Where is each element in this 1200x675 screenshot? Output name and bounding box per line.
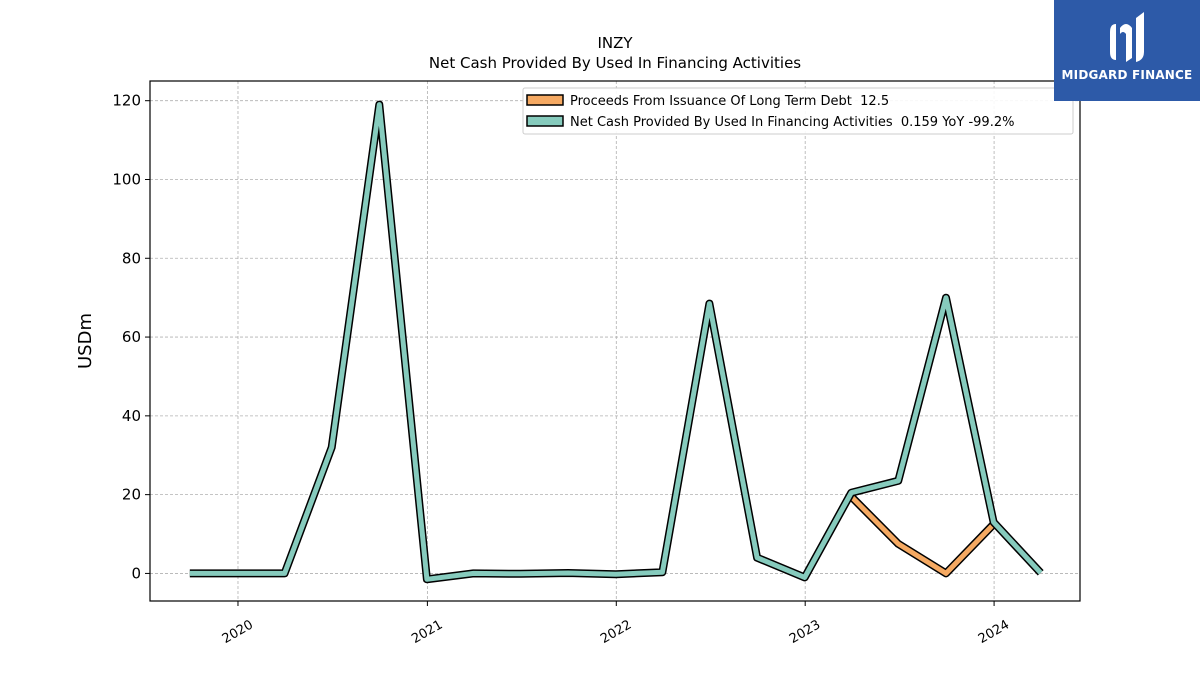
y-tick-label: 40 — [122, 407, 141, 425]
y-tick-label: 100 — [112, 170, 141, 188]
y-tick-label: 80 — [122, 249, 141, 267]
series-1-outline — [848, 493, 997, 578]
series-1-line — [849, 494, 996, 576]
y-ticks: 0 20 40 60 80 100 120 — [112, 92, 150, 582]
legend-label-2: Net Cash Provided By Used In Financing A… — [570, 115, 1014, 130]
x-tick-label: 2021 — [409, 617, 445, 647]
legend: Proceeds From Issuance Of Long Term Debt… — [522, 87, 1074, 135]
series-2-outline — [189, 100, 1044, 584]
midgard-m-icon — [1110, 12, 1144, 62]
x-tick-label: 2023 — [787, 617, 823, 647]
legend-label-1: Proceeds From Issuance Of Long Term Debt… — [570, 94, 889, 109]
plot-frame — [149, 80, 1081, 602]
legend-swatch-1 — [526, 94, 564, 106]
x-tick-label: 2024 — [976, 617, 1012, 647]
chart-subtitle: Net Cash Provided By Used In Financing A… — [429, 54, 801, 72]
midgard-finance-logo: MIDGARD FINANCE — [1054, 0, 1200, 101]
grid — [150, 81, 1080, 601]
y-tick-label: 120 — [112, 92, 141, 110]
series-lines — [189, 100, 1044, 584]
series-2-line — [189, 102, 1043, 582]
legend-swatch-2 — [526, 115, 564, 127]
y-tick-label: 20 — [122, 486, 141, 504]
x-ticks: 2020 2021 2022 2023 2024 — [220, 601, 1012, 647]
logo-text: MIDGARD FINANCE — [1061, 68, 1193, 82]
x-tick-label: 2020 — [220, 617, 256, 647]
y-tick-label: 0 — [131, 564, 141, 582]
legend-box — [522, 87, 1074, 135]
y-tick-label: 60 — [122, 328, 141, 346]
chart-title: INZY — [597, 34, 633, 52]
x-tick-label: 2022 — [598, 617, 634, 647]
y-axis-label: USDm — [75, 313, 96, 369]
